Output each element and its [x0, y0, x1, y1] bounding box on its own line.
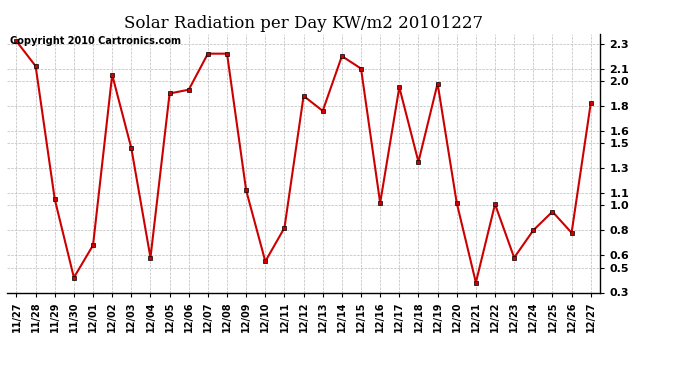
Text: Copyright 2010 Cartronics.com: Copyright 2010 Cartronics.com: [10, 36, 181, 46]
Title: Solar Radiation per Day KW/m2 20101227: Solar Radiation per Day KW/m2 20101227: [124, 15, 483, 32]
